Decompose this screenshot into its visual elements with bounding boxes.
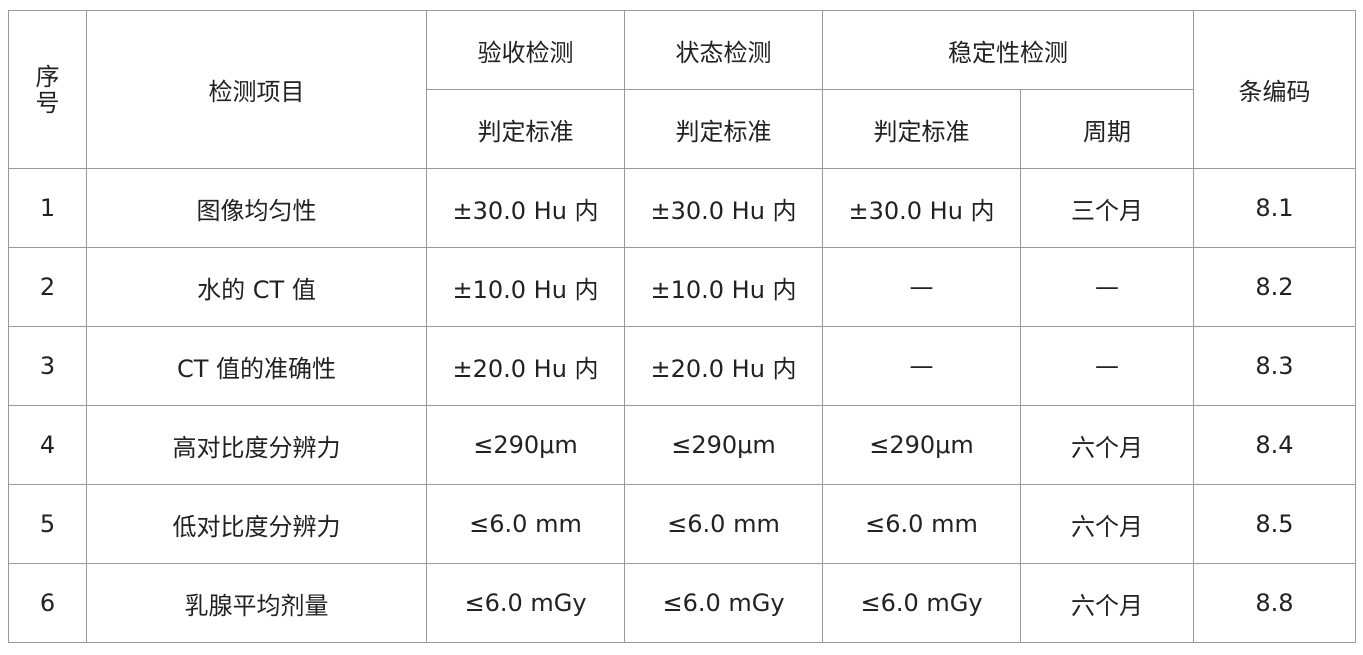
inspection-table: 序号 检测项目 验收检测 状态检测 稳定性检测 条编码 判定标准 判定标准 判定…: [8, 10, 1356, 643]
cell-status: ±30.0 Hu 内: [624, 168, 823, 248]
cell-period: 六个月: [1020, 405, 1194, 485]
cell-no: 6: [8, 563, 87, 643]
cell-clause: 8.3: [1193, 326, 1356, 406]
cell-period: 六个月: [1020, 563, 1194, 643]
cell-clause: 8.8: [1193, 563, 1356, 643]
cell-period: —: [1020, 326, 1194, 406]
cell-period: 六个月: [1020, 484, 1194, 564]
header-stability-criterion: 判定标准: [822, 89, 1021, 169]
cell-no: 4: [8, 405, 87, 485]
cell-no: 2: [8, 247, 87, 327]
cell-period: —: [1020, 247, 1194, 327]
cell-status: ≤290μm: [624, 405, 823, 485]
header-acceptance-criterion: 判定标准: [426, 89, 625, 169]
cell-stability: ≤6.0 mGy: [822, 563, 1021, 643]
table-row: 2 水的 CT 值 ±10.0 Hu 内 ±10.0 Hu 内 — —8.2: [8, 247, 1356, 327]
table-body: 1 图像均匀性 ±30.0 Hu 内 ±30.0 Hu 内 ±30.0 Hu 内三个月 8…: [8, 168, 1356, 643]
cell-acceptance: ≤6.0 mGy: [426, 563, 625, 643]
cell-acceptance: ±10.0 Hu 内: [426, 247, 625, 327]
header-status-criterion: 判定标准: [624, 89, 823, 169]
table-row: 4 高对比度分辨力 ≤290μm ≤290μm ≤290μm 六个月 8.4: [8, 405, 1356, 485]
cell-item: 图像均匀性: [86, 168, 427, 248]
header-acceptance: 验收检测: [426, 10, 625, 90]
cell-item: 低对比度分辨力: [86, 484, 427, 564]
cell-clause: 8.5: [1193, 484, 1356, 564]
cell-stability: ≤290μm: [822, 405, 1021, 485]
table-row: 5 低对比度分辨力 ≤6.0 mm ≤6.0 mm ≤6.0 mm 六个月 8.5: [8, 484, 1356, 564]
cell-no: 3: [8, 326, 87, 406]
header-period: 周期: [1020, 89, 1194, 169]
cell-item: CT 值的准确性: [86, 326, 427, 406]
cell-status: ±20.0 Hu 内: [624, 326, 823, 406]
cell-status: ±10.0 Hu 内: [624, 247, 823, 327]
cell-no: 1: [8, 168, 87, 248]
cell-acceptance: ≤290μm: [426, 405, 625, 485]
cell-clause: 8.2: [1193, 247, 1356, 327]
header-seq: 序号: [8, 10, 87, 169]
table-row: 6 乳腺平均剂量 ≤6.0 mGy ≤6.0 mGy ≤6.0 mGy 六个月 8.8: [8, 563, 1356, 643]
cell-period: 三个月: [1020, 168, 1194, 248]
cell-acceptance: ≤6.0 mm: [426, 484, 625, 564]
cell-clause: 8.4: [1193, 405, 1356, 485]
header-stability: 稳定性检测: [822, 10, 1194, 90]
cell-status: ≤6.0 mm: [624, 484, 823, 564]
table-row: 3 CT 值的准确性 ±20.0 Hu 内 ±20.0 Hu 内 — —8.3: [8, 326, 1356, 406]
cell-acceptance: ±20.0 Hu 内: [426, 326, 625, 406]
table-row: 1 图像均匀性 ±30.0 Hu 内 ±30.0 Hu 内 ±30.0 Hu 内三个月 8…: [8, 168, 1356, 248]
header-status: 状态检测: [624, 10, 823, 90]
cell-item: 乳腺平均剂量: [86, 563, 427, 643]
cell-stability: —: [822, 326, 1021, 406]
cell-acceptance: ±30.0 Hu 内: [426, 168, 625, 248]
cell-item: 水的 CT 值: [86, 247, 427, 327]
cell-stability: —: [822, 247, 1021, 327]
cell-item: 高对比度分辨力: [86, 405, 427, 485]
header-item: 检测项目: [86, 10, 427, 169]
cell-no: 5: [8, 484, 87, 564]
cell-clause: 8.1: [1193, 168, 1356, 248]
header-clause: 条编码: [1193, 10, 1356, 169]
cell-status: ≤6.0 mGy: [624, 563, 823, 643]
cell-stability: ±30.0 Hu 内: [822, 168, 1021, 248]
cell-stability: ≤6.0 mm: [822, 484, 1021, 564]
